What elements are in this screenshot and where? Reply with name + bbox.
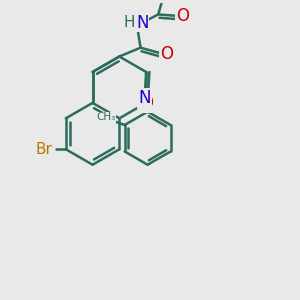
Text: O: O — [140, 94, 153, 112]
Text: O: O — [176, 7, 189, 25]
Text: N: N — [138, 89, 151, 107]
Text: N: N — [136, 14, 148, 32]
Text: CH₃: CH₃ — [96, 112, 116, 122]
Text: O: O — [160, 45, 174, 63]
Text: Br: Br — [36, 142, 52, 157]
Text: H: H — [123, 15, 134, 30]
